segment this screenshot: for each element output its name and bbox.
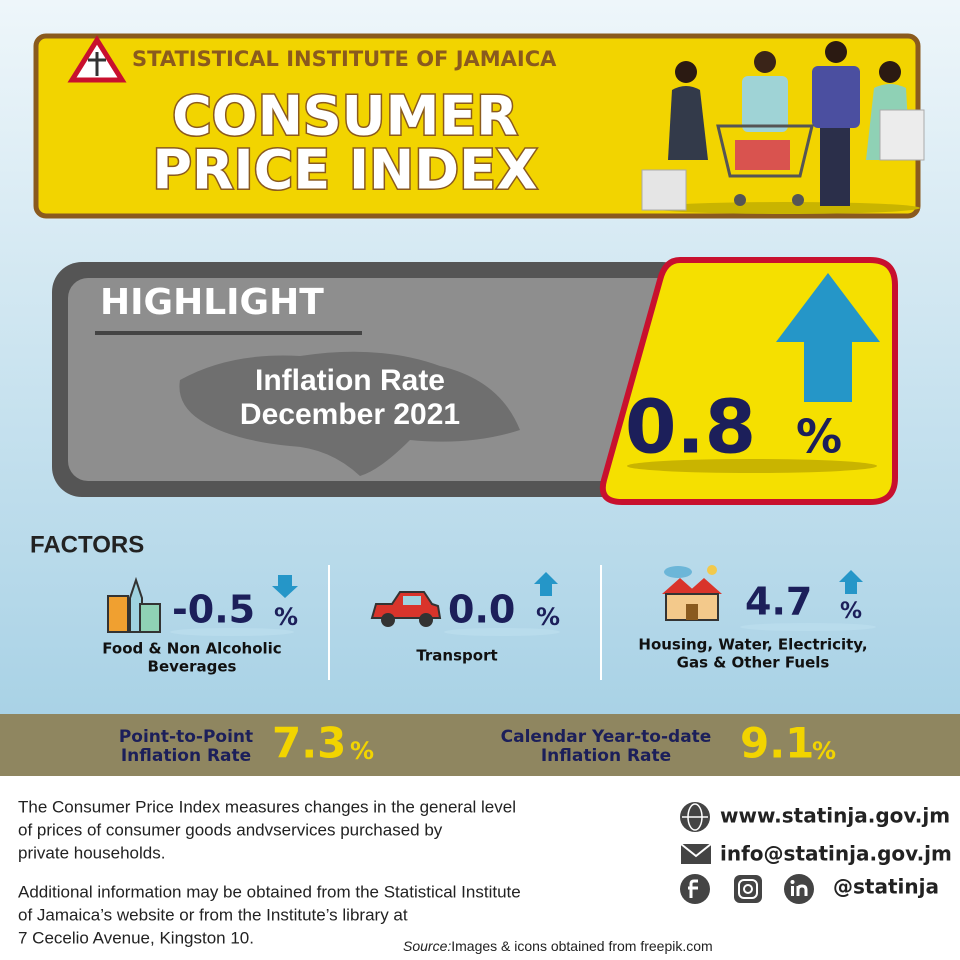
house-icon — [662, 565, 722, 621]
description-line: The Consumer Price Index measures change… — [18, 797, 516, 816]
rate-unit: % — [350, 737, 374, 765]
website[interactable]: www.statinja.gov.jm — [720, 804, 950, 828]
description-line: of prices of consumer goods andvservices… — [18, 820, 443, 839]
rate-unit: % — [812, 737, 836, 765]
factor-label: Housing, Water, Electricity, — [638, 636, 867, 654]
additional-line: of Jamaica’s website or from the Institu… — [18, 905, 408, 924]
factor-unit: % — [840, 599, 862, 624]
rate-label: Point-to-Point — [119, 727, 253, 747]
title-line: CONSUMER — [172, 85, 518, 148]
organization: STATISTICAL INSTITUTE OF JAMAICA — [132, 47, 557, 71]
rate-label: Calendar Year-to-date — [501, 727, 712, 747]
rate-label: Inflation Rate — [541, 746, 671, 766]
highlight-label: Inflation Rate — [255, 364, 445, 397]
factor-label: Food & Non Alcoholic — [102, 640, 281, 658]
car-icon — [370, 591, 442, 627]
factors-heading: FACTORS — [30, 531, 144, 558]
up-arrow — [534, 572, 558, 596]
factor-unit: % — [536, 603, 560, 631]
up-arrow — [776, 273, 880, 402]
title-line: PRICE INDEX — [152, 139, 537, 202]
factor-label: Transport — [416, 647, 497, 665]
highlight-label: December 2021 — [240, 398, 460, 431]
shadow — [444, 628, 560, 636]
email-icon — [680, 843, 712, 864]
shoppers-illustration — [641, 41, 925, 214]
social-handle[interactable]: @statinja — [833, 875, 939, 899]
logo — [67, 35, 127, 83]
down-arrow — [272, 575, 298, 598]
jamaica-map — [179, 351, 520, 476]
factor-unit: % — [274, 603, 298, 631]
source-note: Source:Images & icons obtained from free… — [403, 938, 713, 954]
additional-line: Additional information may be obtained f… — [18, 882, 521, 901]
highlight-unit: % — [796, 410, 842, 464]
description-line: private households. — [18, 843, 165, 862]
source-text: Images & icons obtained from freepik.com — [451, 938, 712, 954]
linkedin-icon[interactable] — [784, 874, 814, 904]
source-label: Source: — [403, 938, 451, 954]
email[interactable]: info@statinja.gov.jm — [720, 842, 952, 866]
highlight-value: 0.8 — [625, 385, 756, 471]
highlight-heading: HIGHLIGHT — [100, 282, 324, 323]
factor-label: Gas & Other Fuels — [677, 654, 830, 672]
additional-line: 7 Cecelio Avenue, Kingston 10. — [18, 928, 254, 947]
factor-label: Beverages — [148, 658, 237, 676]
shadow — [170, 628, 294, 636]
footer — [0, 776, 960, 960]
factor-value: -0.5 — [172, 588, 255, 632]
shadow — [627, 459, 877, 473]
facebook-icon[interactable] — [680, 874, 710, 904]
rate-value: 7.3 — [272, 719, 346, 768]
shadow — [740, 623, 876, 631]
instagram-icon[interactable] — [734, 875, 762, 903]
globe-icon — [680, 802, 710, 832]
rates-band — [0, 714, 960, 776]
rate-value: 9.1 — [740, 719, 814, 768]
up-arrow — [839, 570, 863, 594]
rate-label: Inflation Rate — [121, 746, 251, 766]
factor-value: 4.7 — [745, 580, 812, 624]
factor-value: 0.0 — [448, 588, 515, 632]
food-icon — [107, 576, 161, 633]
